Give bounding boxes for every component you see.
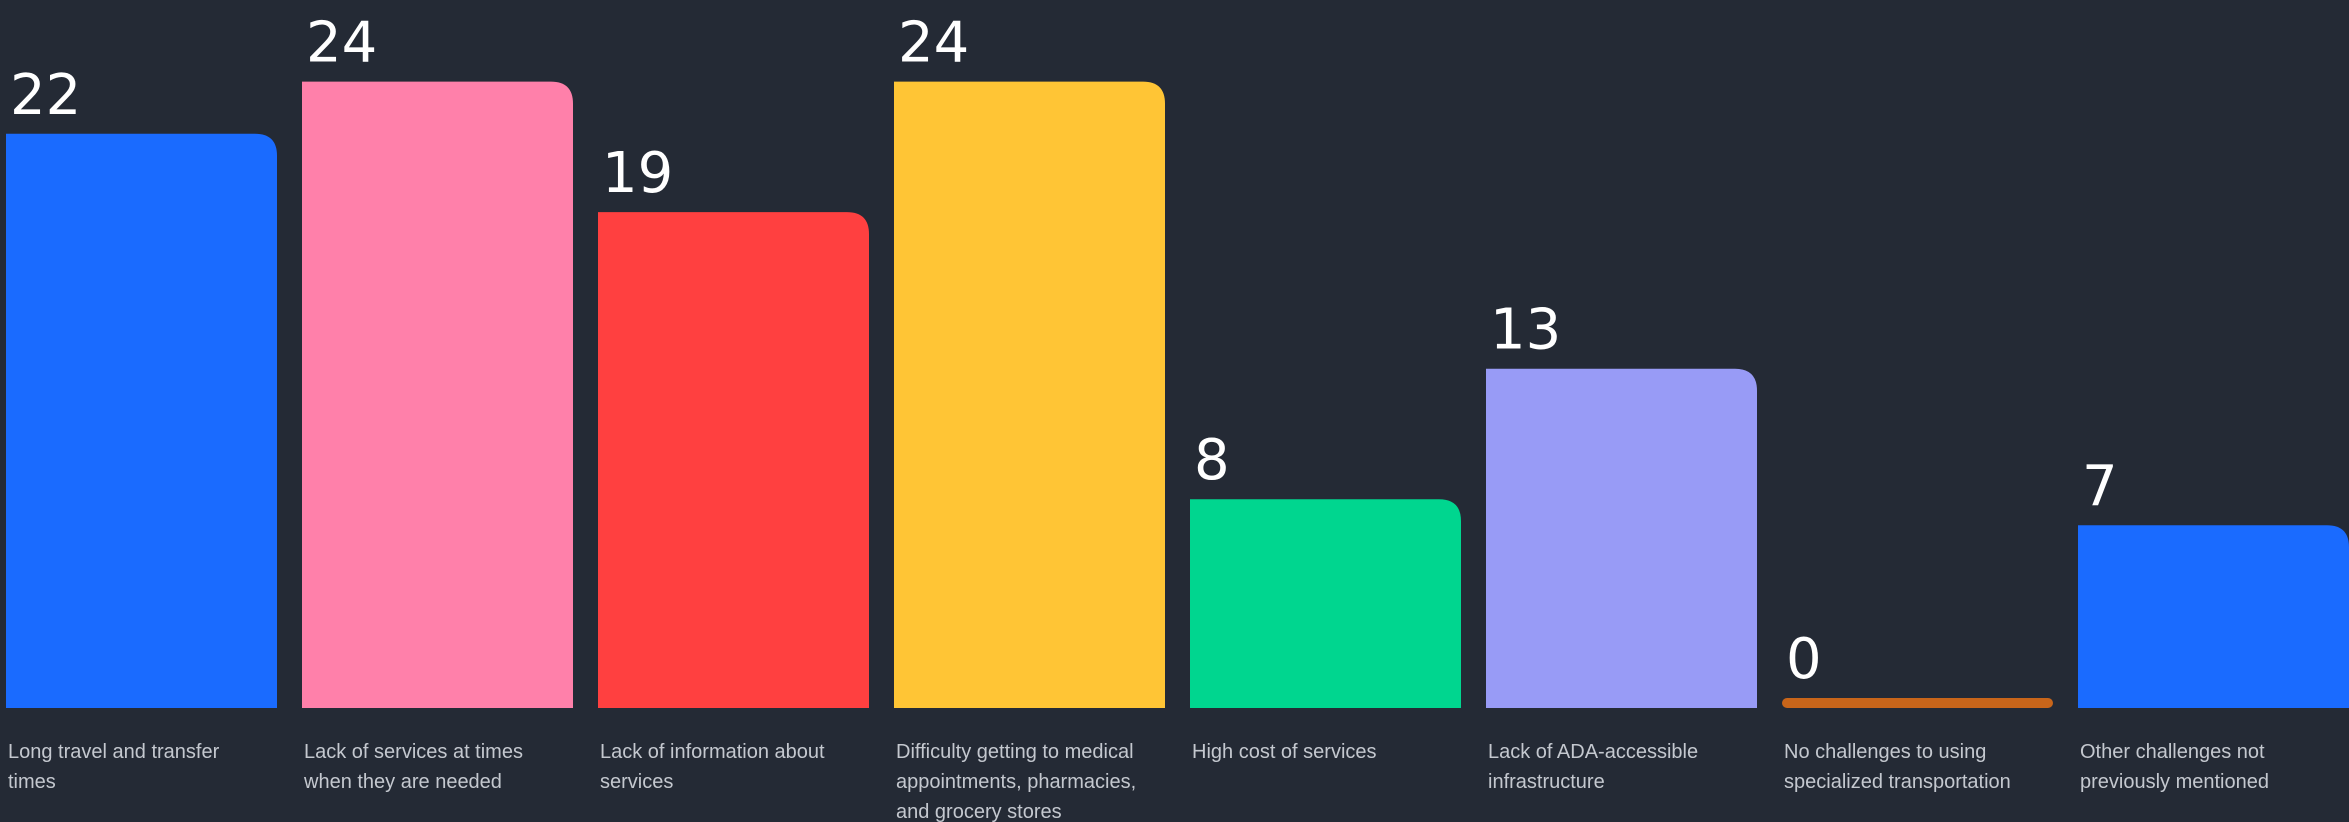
category-label: High cost of services	[1192, 741, 1377, 763]
category-label: Lack of services at times when they are n…	[303, 741, 523, 793]
category-label: Lack of ADA-accessible infrastructure	[1488, 741, 1698, 793]
category-label: No challenges to using specialized transp…	[1784, 741, 2011, 793]
bar-group: 19 Lack of information about services	[598, 141, 869, 793]
bar	[6, 133, 277, 709]
bar-value-label: 13	[1490, 298, 1561, 363]
category-label: Other challenges not previously mentioned	[2080, 741, 2269, 793]
bar	[894, 81, 1165, 709]
category-label: Long travel and transfer times	[8, 741, 220, 793]
bar-group: 7 Other challenges not previously mentione…	[2078, 454, 2349, 793]
bar-group: 0 No challenges to using specialized trans…	[1782, 627, 2053, 793]
bar-group: 13 Lack of ADA-accessible infrastructure	[1486, 298, 1757, 793]
bar-group: 22 Long travel and transfer times	[6, 63, 277, 793]
bar-value-label: 0	[1786, 627, 1822, 692]
bar	[1190, 499, 1461, 708]
bar	[598, 212, 869, 708]
bar-value-label: 19	[602, 141, 673, 206]
bar	[302, 81, 573, 709]
bar-group: 24 Difficulty getting to medical appointme…	[894, 11, 1165, 822]
bar-value-label: 7	[2082, 454, 2118, 519]
category-label: Difficulty getting to medical appointment…	[896, 741, 1136, 822]
bar-value-label: 24	[306, 11, 377, 76]
bar-value-label: 8	[1194, 428, 1230, 493]
category-label: Lack of information about services	[600, 741, 825, 793]
bar-value-label: 22	[10, 63, 81, 128]
bar-value-label: 24	[898, 11, 969, 76]
bar	[1486, 368, 1757, 708]
bar-group: 24 Lack of services at times when they are…	[302, 11, 573, 793]
bar	[2078, 525, 2349, 708]
bar-group: 8 High cost of services	[1190, 428, 1461, 763]
bar	[1782, 698, 2053, 708]
